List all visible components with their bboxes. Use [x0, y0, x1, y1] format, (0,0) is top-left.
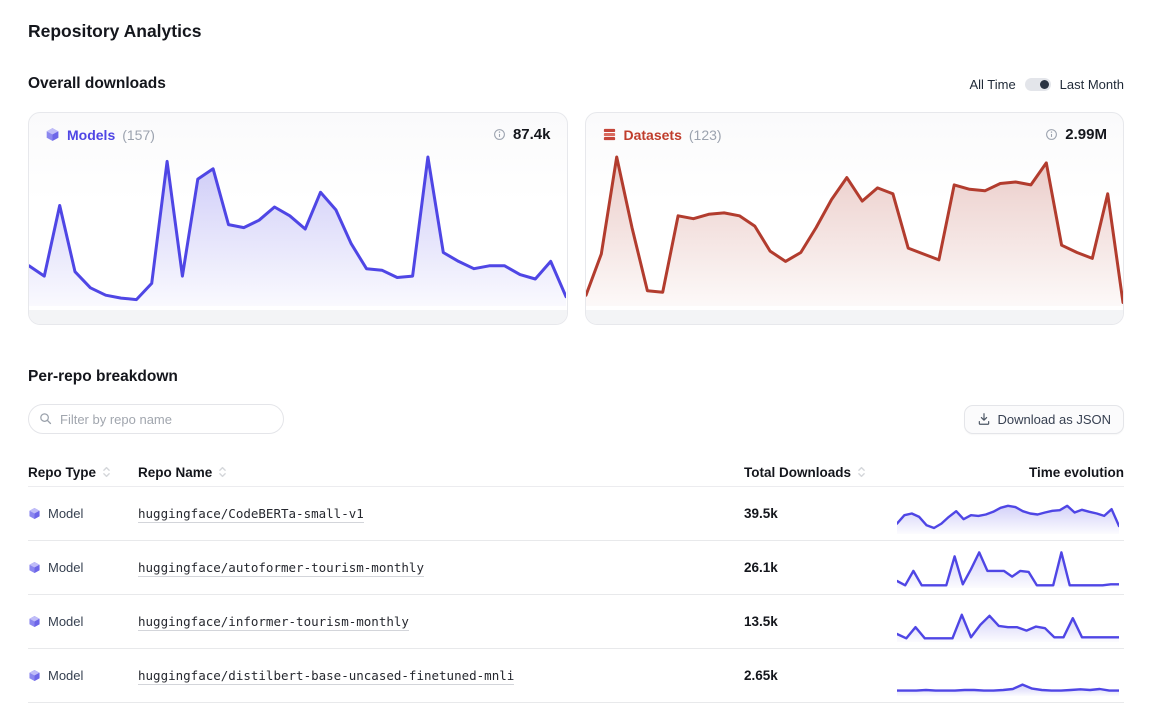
total-downloads-value: 39.5k — [744, 506, 778, 521]
model-cube-icon — [29, 669, 40, 682]
breakdown-toolbar: Download as JSON — [28, 404, 1124, 434]
model-cube-icon — [29, 561, 40, 574]
models-chart-area — [29, 152, 567, 310]
column-header-repo-name[interactable]: Repo Name — [138, 465, 726, 480]
model-cube-icon — [29, 615, 40, 628]
datasets-total-downloads: 2.99M — [1065, 126, 1107, 143]
repo-name-cell: huggingface/informer-tourism-monthly — [138, 613, 726, 631]
sort-icon — [219, 466, 227, 478]
page-title: Repository Analytics — [28, 21, 202, 41]
repo-type-label: Model — [48, 506, 84, 521]
repo-type-label: Model — [48, 560, 84, 575]
per-repo-breakdown-heading: Per-repo breakdown — [28, 368, 178, 385]
sparkline-chart — [897, 504, 1119, 534]
models-total-downloads: 87.4k — [512, 126, 551, 143]
repo-name-link[interactable]: huggingface/informer-tourism-monthly — [138, 613, 409, 631]
toggle-label-last-month[interactable]: Last Month — [1059, 76, 1124, 92]
table-row[interactable]: Model huggingface/distilbert-base-uncase… — [28, 649, 1124, 703]
search-icon — [40, 413, 52, 425]
datasets-chart-area — [585, 152, 1124, 310]
repo-name-link[interactable]: huggingface/autoformer-tourism-monthly — [138, 559, 424, 577]
table-row[interactable]: Model huggingface/informer-tourism-month… — [28, 595, 1124, 649]
column-label: Total Downloads — [744, 464, 851, 480]
column-header-repo-type[interactable]: Repo Type — [28, 465, 138, 480]
time-evolution-cell — [896, 548, 1124, 588]
overall-downloads-section-header: Overall downloads All Time Last Month — [28, 75, 1124, 93]
per-repo-table: Repo Type Repo Name Total Downloads — [28, 458, 1124, 703]
overall-download-cards: Models (157) 87.4k — [28, 112, 1124, 325]
time-range-toggle[interactable]: All Time Last Month — [969, 77, 1124, 92]
repo-name-cell: huggingface/CodeBERTa-small-v1 — [138, 505, 726, 523]
repo-filter — [28, 404, 284, 434]
models-card-header: Models (157) 87.4k — [29, 113, 567, 152]
total-downloads-value: 26.1k — [744, 560, 778, 575]
column-header-total-downloads[interactable]: Total Downloads — [726, 465, 896, 480]
total-downloads-value: 13.5k — [744, 614, 778, 629]
time-evolution-cell — [896, 602, 1124, 642]
models-downloads-chart — [29, 155, 566, 306]
repo-name-link[interactable]: huggingface/distilbert-base-uncased-fine… — [138, 667, 515, 685]
info-icon — [1046, 129, 1058, 140]
repo-type-label: Model — [48, 668, 84, 683]
table-row[interactable]: Model huggingface/CodeBERTa-small-v1 39.… — [28, 487, 1124, 541]
datasets-repo-count: (123) — [688, 126, 722, 143]
time-evolution-cell — [896, 494, 1124, 534]
repo-name-cell: huggingface/distilbert-base-uncased-fine… — [138, 667, 726, 685]
datasets-downloads-chart — [585, 155, 1123, 306]
time-range-switch[interactable] — [1024, 77, 1051, 91]
repo-type-cell: Model — [28, 614, 138, 629]
download-json-label: Download as JSON — [997, 411, 1111, 427]
repo-type-cell: Model — [28, 506, 138, 521]
table-header-row: Repo Type Repo Name Total Downloads — [28, 458, 1124, 487]
model-cube-icon — [29, 507, 40, 520]
download-json-button[interactable]: Download as JSON — [963, 404, 1124, 434]
overall-downloads-heading: Overall downloads — [28, 75, 166, 92]
dataset-stack-icon — [603, 128, 615, 141]
datasets-card: Datasets (123) 2.99M — [584, 112, 1124, 325]
datasets-card-header: Datasets (123) 2.99M — [586, 113, 1124, 152]
sort-icon — [103, 466, 110, 478]
column-header-time-evolution: Time evolution — [896, 465, 1124, 480]
sparkline-chart — [897, 613, 1119, 642]
models-repo-count: (157) — [122, 126, 155, 143]
models-card-label: Models — [67, 126, 116, 143]
filter-input[interactable] — [28, 404, 284, 434]
sparkline-chart — [897, 550, 1119, 588]
sparkline-chart — [897, 682, 1119, 696]
models-chart-axis-strip — [29, 310, 567, 324]
datasets-chart-axis-strip — [585, 310, 1123, 324]
column-label: Repo Type — [28, 464, 97, 480]
info-icon — [494, 129, 505, 140]
models-card: Models (157) 87.4k — [28, 112, 568, 325]
datasets-card-label: Datasets — [623, 126, 682, 143]
column-label: Time evolution — [1028, 464, 1124, 480]
repo-type-label: Model — [48, 614, 84, 629]
time-evolution-cell — [896, 656, 1124, 696]
table-row[interactable]: Model huggingface/autoformer-tourism-mon… — [28, 541, 1124, 595]
model-cube-icon — [46, 128, 59, 141]
total-downloads-value: 2.65k — [744, 668, 778, 683]
sort-icon — [858, 466, 865, 478]
repo-name-cell: huggingface/autoformer-tourism-monthly — [138, 559, 726, 577]
repo-type-cell: Model — [28, 560, 138, 575]
repo-type-cell: Model — [28, 668, 138, 683]
column-label: Repo Name — [138, 464, 213, 480]
switch-knob — [1039, 79, 1049, 89]
toggle-label-all-time[interactable]: All Time — [969, 76, 1016, 92]
repo-name-link[interactable]: huggingface/CodeBERTa-small-v1 — [138, 505, 364, 523]
download-icon — [978, 413, 989, 425]
